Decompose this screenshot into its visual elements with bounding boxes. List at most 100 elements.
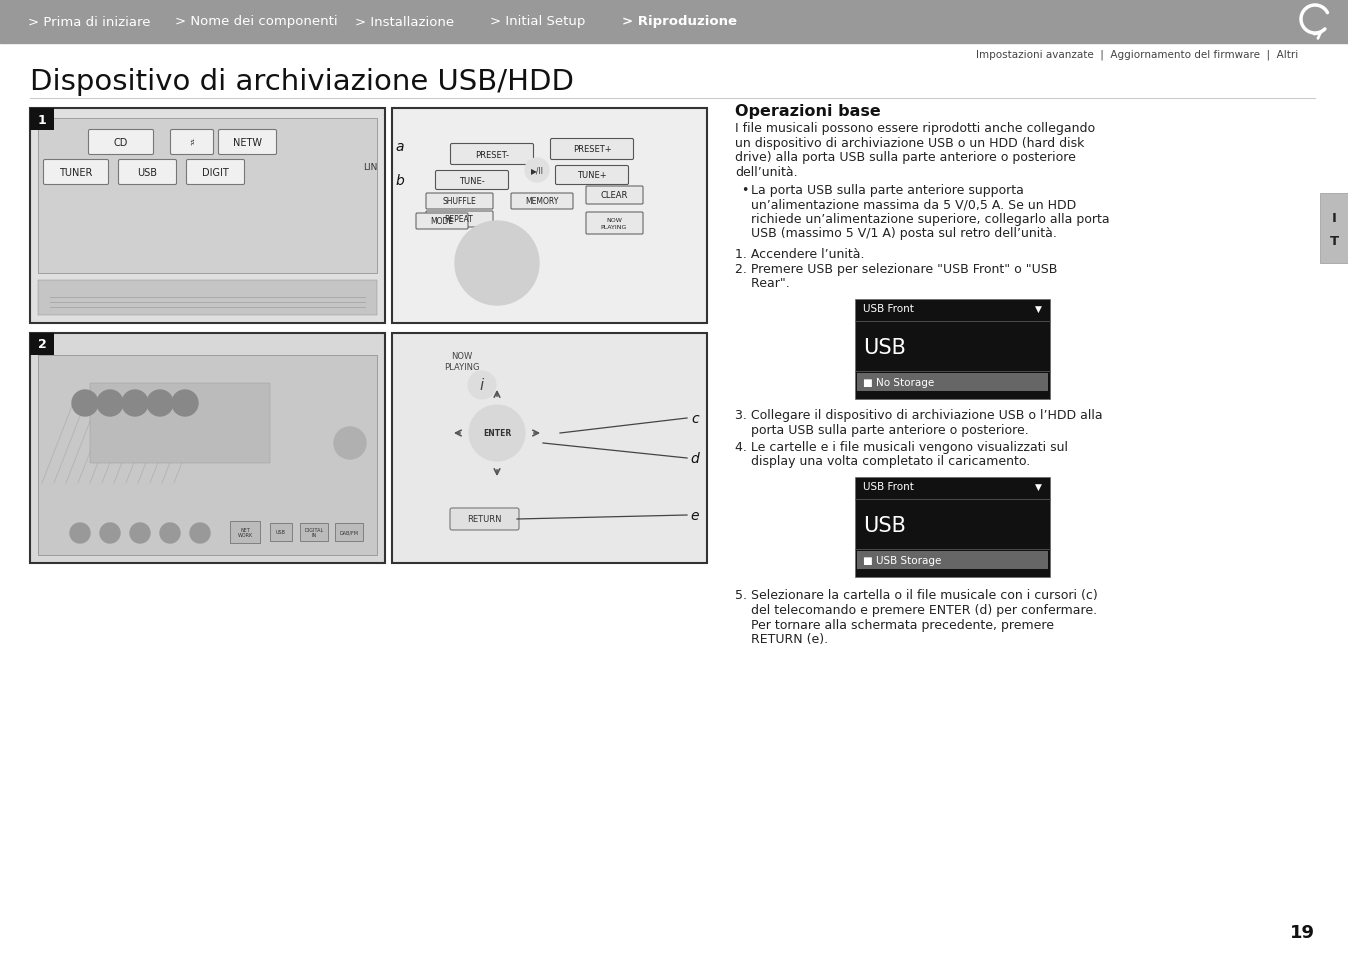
Circle shape <box>524 159 549 183</box>
Text: > Initial Setup: > Initial Setup <box>491 15 585 29</box>
Text: USB Front: USB Front <box>863 482 914 492</box>
Circle shape <box>70 523 90 543</box>
Text: USB: USB <box>863 515 906 535</box>
Text: 3. Collegare il dispositivo di archiviazione USB o l’HDD alla: 3. Collegare il dispositivo di archiviaz… <box>735 409 1103 422</box>
Text: RETURN: RETURN <box>466 515 501 524</box>
Text: SHUFFLE: SHUFFLE <box>442 197 476 206</box>
Text: USB: USB <box>137 168 158 178</box>
Text: ■ USB Storage: ■ USB Storage <box>863 555 941 565</box>
Text: •: • <box>741 184 748 196</box>
FancyBboxPatch shape <box>555 167 628 185</box>
Bar <box>270 523 293 541</box>
Text: RETURN (e).: RETURN (e). <box>735 633 828 645</box>
Circle shape <box>147 391 173 416</box>
Text: drive) alla porta USB sulla parte anteriore o posteriore: drive) alla porta USB sulla parte anteri… <box>735 151 1076 164</box>
Bar <box>0 0 1348 44</box>
Bar <box>857 374 1047 391</box>
Text: b: b <box>395 173 404 188</box>
Text: USB (massimo 5 V/1 A) posta sul retro dell’unità.: USB (massimo 5 V/1 A) posta sul retro de… <box>751 227 1057 240</box>
Circle shape <box>71 391 98 416</box>
Text: 5. Selezionare la cartella o il file musicale con i cursori (c): 5. Selezionare la cartella o il file mus… <box>735 589 1097 602</box>
Text: Rear".: Rear". <box>735 276 790 290</box>
Text: Impostazioni avanzate  |  Aggiornamento del firmware  |  Altri: Impostazioni avanzate | Aggiornamento de… <box>976 49 1298 59</box>
FancyBboxPatch shape <box>43 160 108 185</box>
Text: MEMORY: MEMORY <box>526 197 558 206</box>
Text: REPEAT: REPEAT <box>445 215 473 224</box>
FancyBboxPatch shape <box>511 193 573 210</box>
Text: Dispositivo di archiviazione USB/HDD: Dispositivo di archiviazione USB/HDD <box>30 68 574 96</box>
Bar <box>855 477 1050 577</box>
Text: CLEAR: CLEAR <box>600 192 628 200</box>
Text: c: c <box>692 412 700 426</box>
Text: MODE: MODE <box>430 217 453 226</box>
FancyBboxPatch shape <box>550 139 634 160</box>
Circle shape <box>456 222 539 306</box>
Bar <box>855 299 1050 399</box>
Text: TUNE+: TUNE+ <box>577 172 607 180</box>
Text: un dispositivo di archiviazione USB o un HDD (hard disk: un dispositivo di archiviazione USB o un… <box>735 136 1084 150</box>
Text: > Nome dei componenti: > Nome dei componenti <box>175 15 337 29</box>
FancyBboxPatch shape <box>218 131 276 155</box>
Text: a: a <box>395 140 403 153</box>
Bar <box>30 109 54 131</box>
Text: 2. Premere USB per selezionare "USB Front" o "USB: 2. Premere USB per selezionare "USB Fron… <box>735 262 1057 275</box>
Circle shape <box>173 391 198 416</box>
Text: > Installazione: > Installazione <box>355 15 454 29</box>
Text: USB: USB <box>276 530 286 535</box>
FancyBboxPatch shape <box>186 160 244 185</box>
Circle shape <box>129 523 150 543</box>
Circle shape <box>468 372 496 399</box>
Text: NOW
PLAYING: NOW PLAYING <box>601 218 627 230</box>
Text: USB: USB <box>863 337 906 357</box>
Text: d: d <box>690 452 700 465</box>
Text: LIN: LIN <box>363 162 377 172</box>
Text: PRESET-: PRESET- <box>474 151 510 159</box>
FancyBboxPatch shape <box>170 131 213 155</box>
Circle shape <box>97 391 123 416</box>
Text: DIGIT: DIGIT <box>202 168 229 178</box>
FancyBboxPatch shape <box>89 131 154 155</box>
FancyBboxPatch shape <box>426 193 493 210</box>
Text: ▼: ▼ <box>1034 482 1042 491</box>
Text: dell’unità.: dell’unità. <box>735 165 798 178</box>
FancyBboxPatch shape <box>119 160 177 185</box>
Text: DAB/FM: DAB/FM <box>340 530 359 535</box>
Text: display una volta completato il caricamento.: display una volta completato il caricame… <box>735 455 1030 468</box>
Text: ▶/II: ▶/II <box>531 167 543 175</box>
FancyBboxPatch shape <box>586 187 643 205</box>
Bar <box>301 523 328 541</box>
Bar <box>336 523 363 541</box>
Bar <box>90 384 270 463</box>
Text: ■ No Storage: ■ No Storage <box>863 377 934 387</box>
Bar <box>857 551 1047 569</box>
Bar <box>30 109 386 324</box>
Text: NETW: NETW <box>233 138 262 148</box>
FancyBboxPatch shape <box>435 172 508 191</box>
Text: 1. Accendere l’unità.: 1. Accendere l’unità. <box>735 248 864 261</box>
Circle shape <box>190 523 210 543</box>
FancyBboxPatch shape <box>426 212 493 228</box>
Text: 19: 19 <box>1290 923 1316 941</box>
Circle shape <box>469 406 524 461</box>
Text: PRESET+: PRESET+ <box>573 146 611 154</box>
Text: i: i <box>480 378 484 393</box>
Text: TUNE-: TUNE- <box>460 176 485 185</box>
FancyBboxPatch shape <box>417 213 468 230</box>
Text: 2: 2 <box>38 338 46 351</box>
Circle shape <box>160 523 181 543</box>
Text: T: T <box>1329 234 1339 248</box>
Text: ♯: ♯ <box>190 138 194 148</box>
Circle shape <box>123 391 148 416</box>
FancyBboxPatch shape <box>450 144 534 165</box>
FancyBboxPatch shape <box>586 213 643 234</box>
Text: richiede un’alimentazione superiore, collegarlo alla porta: richiede un’alimentazione superiore, col… <box>751 213 1109 226</box>
Text: NOW
PLAYING: NOW PLAYING <box>445 352 480 372</box>
Text: USB Front: USB Front <box>863 304 914 314</box>
Text: I: I <box>1332 212 1336 225</box>
Bar <box>231 521 260 543</box>
Text: > Prima di iniziare: > Prima di iniziare <box>28 15 151 29</box>
Circle shape <box>100 523 120 543</box>
Bar <box>392 334 706 563</box>
Bar <box>38 355 377 556</box>
Text: Operazioni base: Operazioni base <box>735 104 880 119</box>
